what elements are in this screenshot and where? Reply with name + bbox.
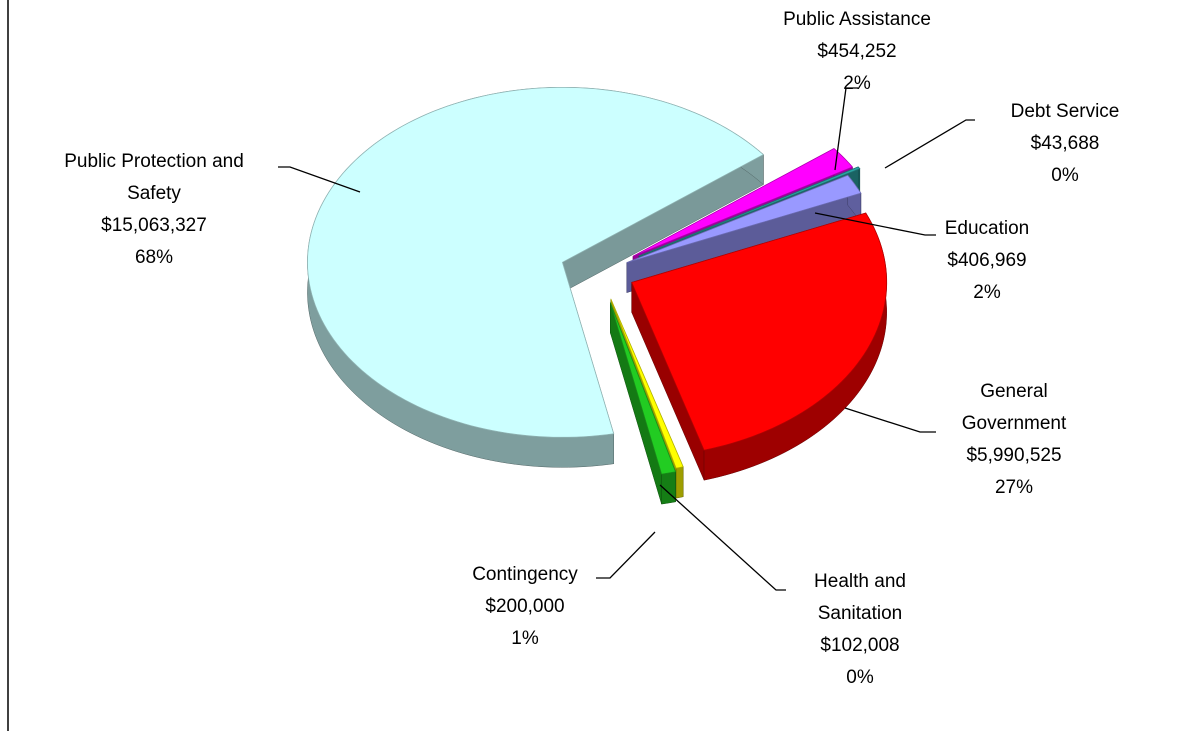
- label-value: $43,688: [1030, 133, 1100, 154]
- leader-line: [834, 87, 858, 171]
- slice: [307, 86, 765, 438]
- label-value: $15,063,327: [101, 215, 207, 236]
- leader-line: [596, 531, 656, 579]
- data-label: General Government $5,990,525 27%: [944, 376, 1084, 504]
- label-name: Public Assistance: [783, 9, 931, 30]
- label-percent: 2%: [843, 73, 871, 94]
- data-label: Education $406,969 2%: [912, 213, 1062, 309]
- label-percent: 2%: [973, 282, 1001, 303]
- label-name: Public Protection and Safety: [64, 151, 244, 204]
- data-label: Public Protection and Safety $15,063,327 6…: [54, 146, 254, 274]
- data-label: Public Assistance $454,252 2%: [772, 4, 942, 100]
- leader-line: [659, 484, 786, 591]
- data-label: Contingency $200,000 1%: [445, 559, 605, 655]
- leader-line: [844, 407, 936, 433]
- label-value: $5,990,525: [966, 445, 1062, 466]
- slice: [638, 166, 861, 257]
- label-percent: 68%: [134, 247, 174, 268]
- label-name: Education: [944, 218, 1030, 239]
- slice-wall: [675, 466, 684, 499]
- slice: [626, 174, 862, 263]
- label-name: General Government: [961, 381, 1067, 434]
- leader-line: [278, 166, 361, 193]
- label-value: $406,969: [947, 250, 1027, 271]
- leader-line: [884, 119, 975, 169]
- label-percent: 1%: [511, 628, 539, 649]
- slice: [609, 302, 677, 475]
- label-name: Debt Service: [1010, 101, 1120, 122]
- data-label: Debt Service $43,688 0%: [990, 96, 1140, 192]
- slice: [610, 298, 684, 469]
- label-percent: 0%: [1051, 165, 1079, 186]
- label-percent: 27%: [994, 477, 1034, 498]
- label-percent: 0%: [846, 667, 874, 688]
- label-value: $200,000: [485, 596, 565, 617]
- label-value: $102,008: [820, 635, 900, 656]
- pie: [307, 86, 888, 505]
- label-name: Contingency: [472, 564, 578, 585]
- slice: [632, 147, 854, 257]
- leader-line: [814, 212, 936, 236]
- data-label: Health and Sanitation $102,008 0%: [790, 566, 930, 694]
- label-value: $454,252: [817, 41, 897, 62]
- label-name: Health and Sanitation: [814, 571, 906, 624]
- slice: [631, 212, 888, 451]
